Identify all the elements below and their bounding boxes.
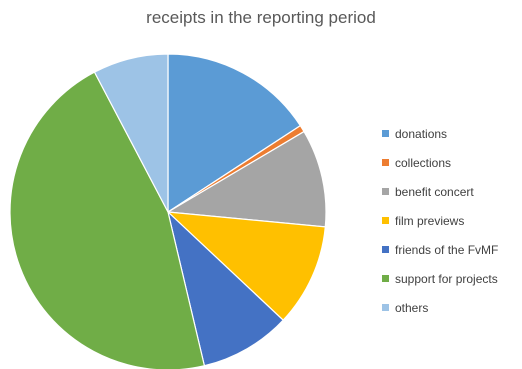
- legend-swatch: [382, 304, 389, 311]
- legend-swatch: [382, 130, 389, 137]
- legend-swatch: [382, 275, 389, 282]
- chart-legend: donations collections benefit concert film …: [382, 119, 498, 322]
- legend-label: others: [395, 300, 429, 315]
- legend-item: collections: [382, 148, 498, 177]
- pie-slice-film-previews: [166, 211, 326, 322]
- pie-slice-support-for-projects: [9, 71, 206, 369]
- legend-item: film previews: [382, 206, 498, 235]
- pie-slice-others: [93, 53, 169, 213]
- legend-swatch: [382, 188, 389, 195]
- legend-label: donations: [395, 126, 448, 141]
- legend-item: friends of the FvMF: [382, 235, 498, 264]
- legend-label: support for projects: [395, 271, 498, 286]
- legend-item: benefit concert: [382, 177, 498, 206]
- legend-swatch: [382, 159, 389, 166]
- legend-label: film previews: [395, 213, 465, 228]
- legend-item: others: [382, 293, 498, 322]
- legend-item: donations: [382, 119, 498, 148]
- legend-swatch: [382, 246, 389, 253]
- chart-title: receipts in the reporting period: [146, 8, 376, 27]
- legend-label: friends of the FvMF: [395, 242, 499, 257]
- legend-label: collections: [395, 155, 452, 170]
- pie-slice-benefit-concert: [166, 130, 327, 228]
- legend-swatch: [382, 217, 389, 224]
- pie-slice-donations: [167, 53, 302, 214]
- pie-slice-friends-of-the-fvmf: [166, 210, 285, 367]
- legend-item: support for projects: [382, 264, 498, 293]
- legend-label: benefit concert: [395, 184, 474, 199]
